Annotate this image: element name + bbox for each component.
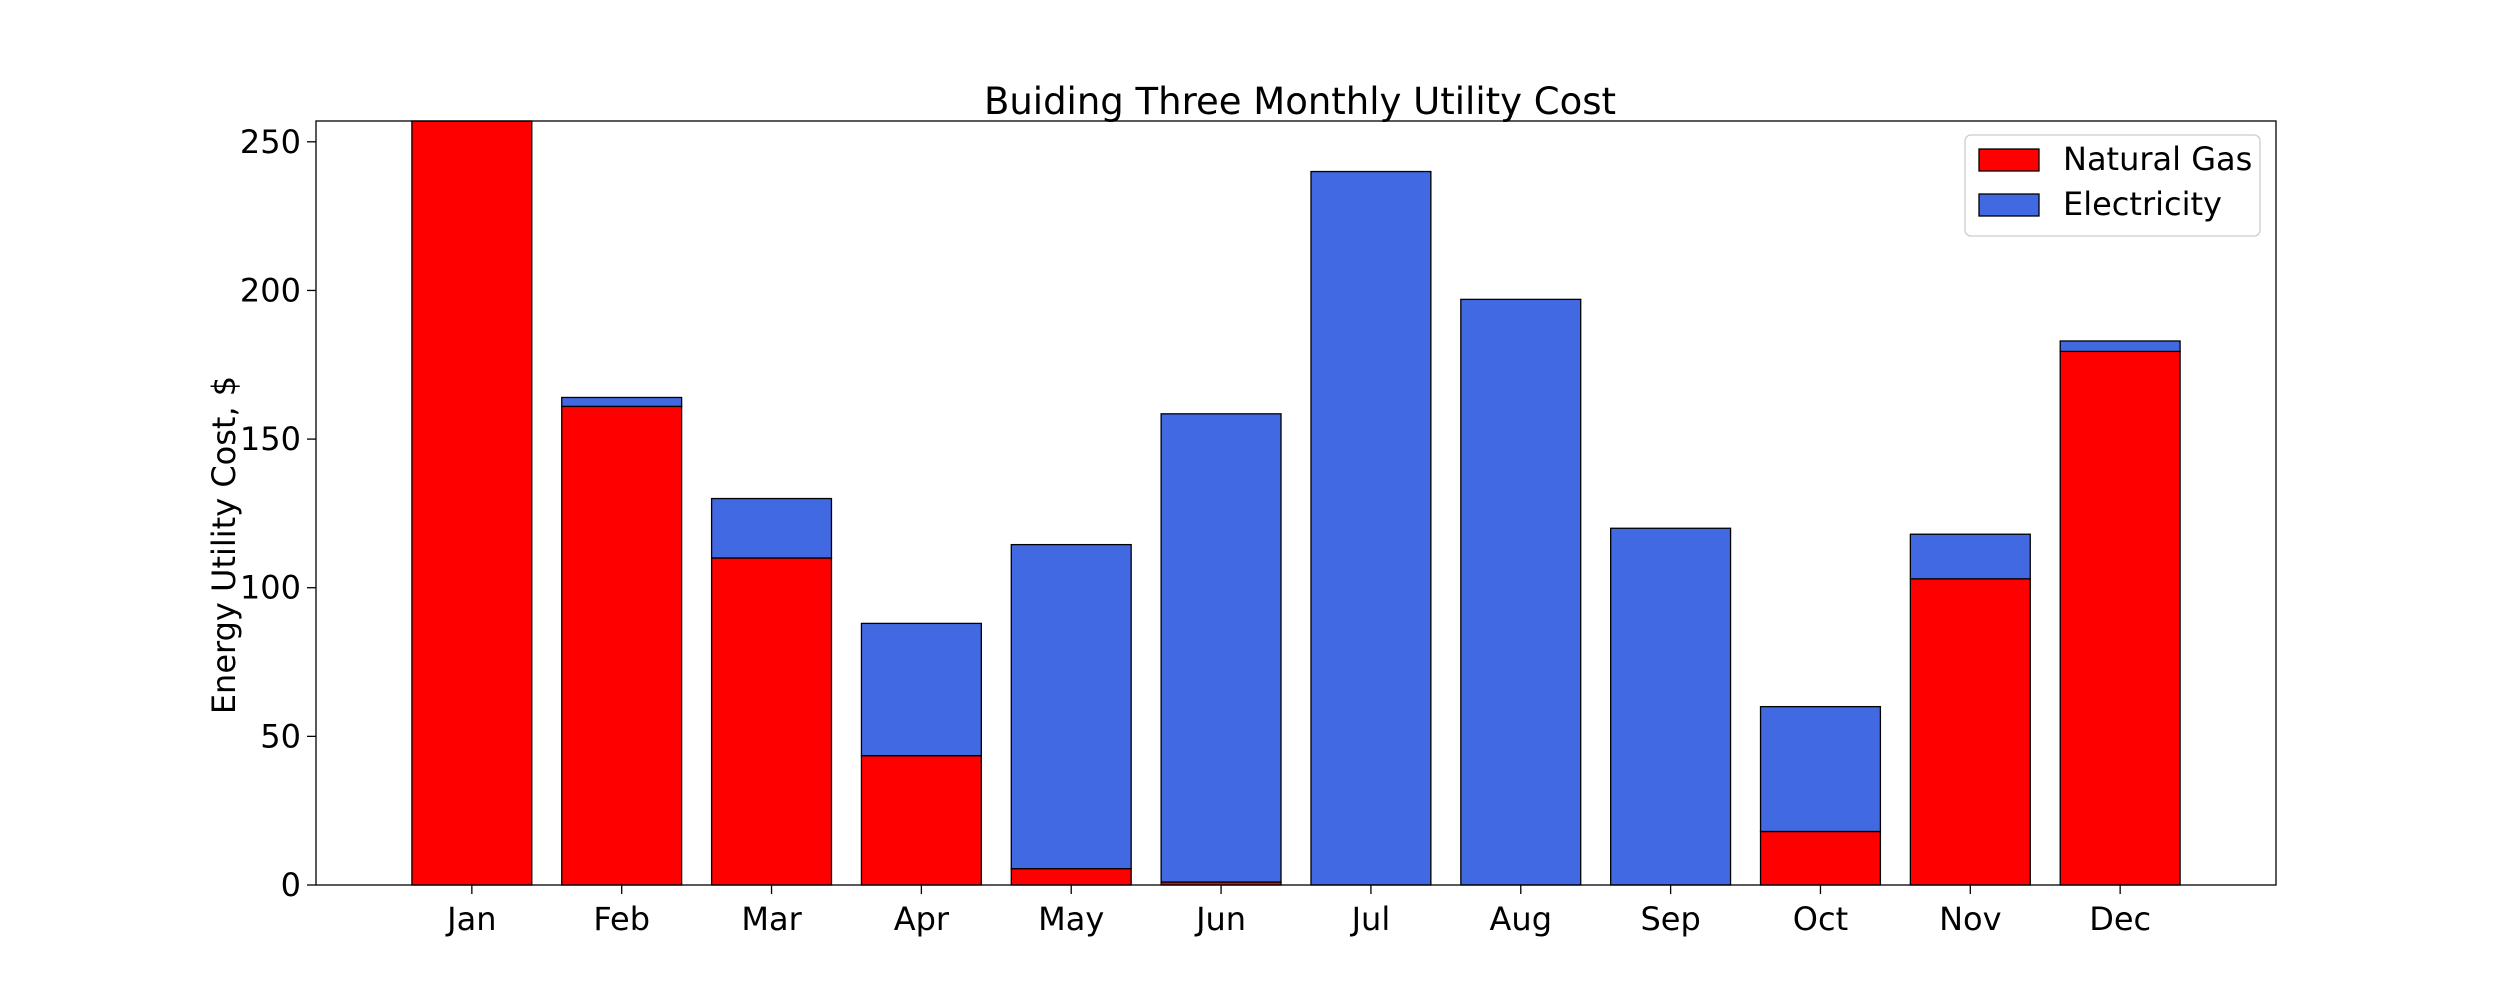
bar-natural-gas-may [1010, 867, 1132, 886]
bars-group [411, 120, 2181, 886]
bar-natural-gas-mar [710, 557, 833, 886]
bar-natural-gas-nov [1909, 578, 2031, 886]
y-tick-label: 0 [281, 866, 301, 904]
bar-electricity-feb [561, 396, 683, 408]
bar-natural-gas-feb [561, 405, 683, 886]
x-tick-label-apr: Apr [894, 900, 950, 938]
bar-electricity-dec [2059, 340, 2181, 353]
y-tick-label: 50 [260, 717, 301, 755]
y-tick-label: 150 [240, 420, 301, 458]
x-tick-label-may: May [1038, 900, 1104, 938]
legend: Natural Gas Electricity [1964, 134, 2261, 237]
legend-label-electricity: Electricity [2063, 185, 2222, 223]
legend-label-natural-gas: Natural Gas [2063, 140, 2252, 178]
bar-electricity-nov [1909, 533, 2031, 580]
bar-electricity-aug [1460, 298, 1582, 886]
x-axis: Jan Feb Mar Apr May Jun Jul Aug Sep Oct Nov Dec [445, 885, 2151, 938]
x-tick-label-jun: Jun [1194, 900, 1246, 938]
y-tick-label: 200 [240, 271, 301, 309]
bar-natural-gas-apr [860, 755, 982, 886]
x-tick-label-dec: Dec [2089, 900, 2151, 938]
bar-electricity-sep [1610, 527, 1732, 886]
x-tick-label-aug: Aug [1490, 900, 1552, 938]
x-tick-label-jul: Jul [1350, 900, 1391, 938]
y-axis-label: Energy Utility Cost, $ [205, 376, 243, 714]
bar-electricity-apr [860, 622, 982, 757]
x-tick-label-jan: Jan [445, 900, 496, 938]
x-tick-label-mar: Mar [741, 900, 802, 938]
x-tick-label-oct: Oct [1793, 900, 1848, 938]
bar-natural-gas-jan [411, 120, 533, 886]
x-tick-label-sep: Sep [1640, 900, 1700, 938]
y-tick-label: 250 [240, 123, 301, 161]
bar-electricity-oct [1759, 705, 1882, 833]
plot-frame [315, 120, 2277, 886]
chart-title: Buiding Three Monthly Utility Cost [984, 80, 1616, 123]
bar-electricity-jul [1310, 170, 1432, 886]
bar-electricity-may [1010, 543, 1132, 870]
y-tick-label: 100 [240, 569, 301, 607]
legend-swatch-natural-gas [1978, 148, 2040, 172]
bar-electricity-jun [1160, 413, 1282, 883]
x-tick-label-feb: Feb [593, 900, 650, 938]
bar-electricity-mar [710, 497, 833, 559]
bar-natural-gas-dec [2059, 350, 2181, 886]
bar-natural-gas-oct [1759, 830, 1882, 886]
y-axis: 0 50 100 150 200 250 [240, 123, 316, 904]
x-tick-label-nov: Nov [1939, 900, 2001, 938]
legend-swatch-electricity [1978, 193, 2040, 217]
